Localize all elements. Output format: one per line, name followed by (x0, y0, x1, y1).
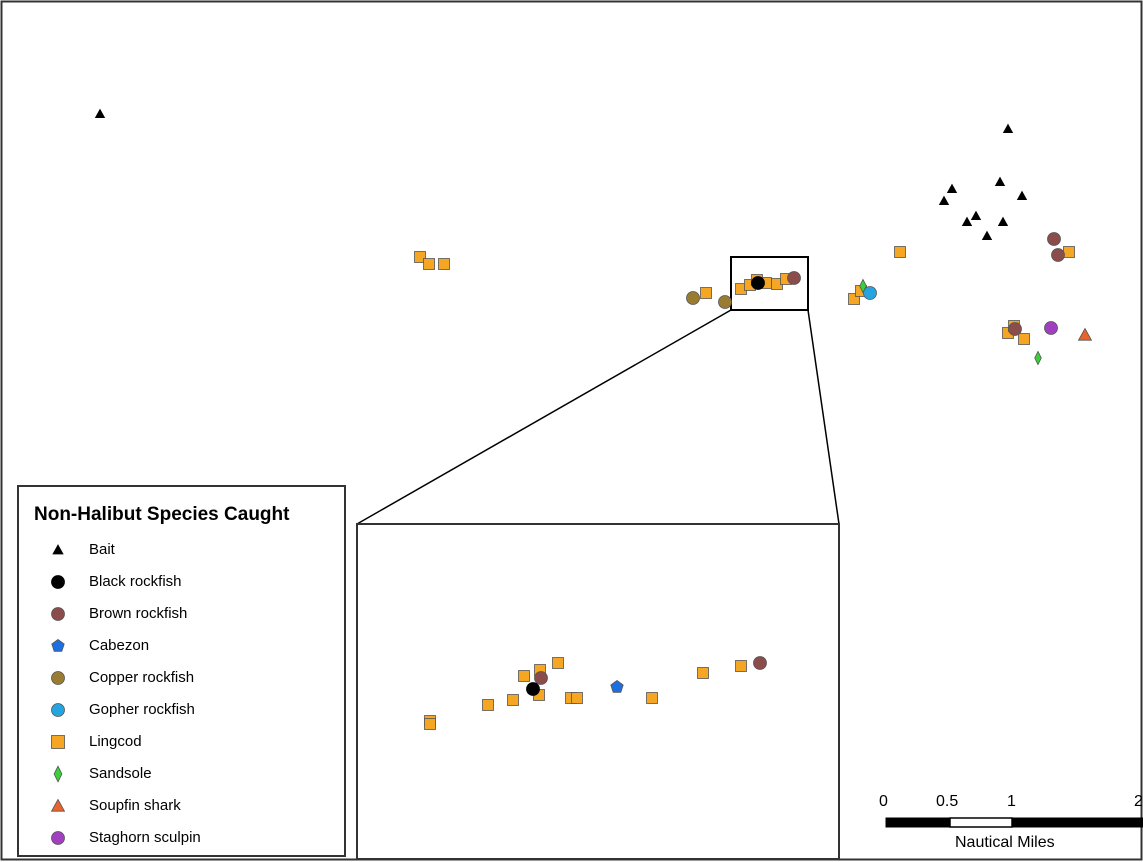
legend-item: Gopher rockfish (19, 699, 339, 723)
bait-marker (1002, 123, 1014, 134)
soupfin-shark-icon (50, 798, 66, 812)
brown-rockfish-marker (1051, 248, 1065, 262)
black-rockfish-icon (51, 575, 65, 589)
callout-line-right (807, 309, 840, 525)
inset-map-frame (356, 523, 840, 860)
legend-item: Black rockfish (19, 571, 339, 595)
brown-rockfish-marker (534, 671, 548, 685)
cabezon-icon (51, 639, 65, 652)
lingcod-marker (507, 694, 519, 706)
legend-label: Black rockfish (89, 573, 182, 590)
legend-item: Sandsole (19, 763, 339, 787)
lingcod-marker (438, 258, 450, 270)
staghorn-sculpin-icon (51, 831, 65, 845)
lingcod-marker (552, 657, 564, 669)
sandsole-marker (1034, 350, 1042, 366)
legend-label: Copper rockfish (89, 669, 195, 686)
bait-marker (981, 230, 993, 241)
black-rockfish-marker (526, 682, 540, 696)
copper-rockfish-marker (686, 291, 700, 305)
copper-rockfish-marker (718, 295, 732, 309)
legend-label: Sandsole (89, 765, 152, 782)
scale-bar (885, 817, 1143, 828)
legend-item: Cabezon (19, 635, 339, 659)
bait-marker (997, 216, 1009, 227)
lingcod-marker (1063, 246, 1075, 258)
legend-item: Bait (19, 539, 339, 563)
lingcod-marker (1018, 333, 1030, 345)
lingcod-marker (646, 692, 658, 704)
scale-tick-0: 0 (879, 793, 888, 810)
zoom-extent-box (730, 256, 809, 311)
lingcod-marker (414, 251, 426, 263)
legend-label: Gopher rockfish (89, 701, 195, 718)
legend-label: Cabezon (89, 637, 150, 654)
legend-item: Brown rockfish (19, 603, 339, 627)
gopher-rockfish-marker (863, 286, 877, 300)
bait-marker (1016, 190, 1028, 201)
lingcod-marker (697, 667, 709, 679)
lingcod-marker (518, 670, 530, 682)
copper-rockfish-icon (51, 671, 65, 685)
callout-line-left (356, 309, 732, 525)
soupfin-shark-marker (1077, 327, 1093, 341)
staghorn-sculpin-marker (1044, 321, 1058, 335)
lingcod-marker (424, 718, 436, 730)
lingcod-marker (423, 258, 435, 270)
legend-title: Non-Halibut Species Caught (34, 504, 290, 525)
brown-rockfish-icon (51, 607, 65, 621)
lingcod-marker (894, 246, 906, 258)
black-rockfish-marker (751, 276, 765, 290)
brown-rockfish-marker (1047, 232, 1061, 246)
lingcod-marker (735, 660, 747, 672)
brown-rockfish-marker (787, 271, 801, 285)
gopher-rockfish-icon (51, 703, 65, 717)
bait-marker (961, 216, 973, 227)
legend-item: Lingcod (19, 731, 339, 755)
brown-rockfish-marker (753, 656, 767, 670)
bait-marker (994, 176, 1006, 187)
bait-marker (94, 108, 106, 118)
main-map-catch-markers (94, 108, 1093, 366)
sandsole-icon (53, 765, 63, 783)
legend-label: Lingcod (89, 733, 142, 750)
scale-unit-label: Nautical Miles (955, 834, 1055, 851)
bait-icon (52, 544, 64, 555)
lingcod-marker (700, 287, 712, 299)
legend-label: Soupfin shark (89, 797, 181, 814)
lingcod-marker (571, 692, 583, 704)
inset-map-catch-markers (424, 656, 767, 730)
lingcod-marker (848, 293, 860, 305)
lingcod-icon (51, 735, 65, 749)
legend-label: Brown rockfish (89, 605, 188, 622)
sandsole-marker (859, 278, 867, 294)
legend-label: Bait (89, 541, 115, 558)
brown-rockfish-marker (1008, 322, 1022, 336)
scale-tick-2: 2 (1134, 793, 1143, 810)
legend: Non-Halibut Species Caught Bait Black roc… (17, 485, 346, 857)
scale-tick-0-5: 0.5 (936, 793, 959, 810)
scale-tick-1: 1 (1007, 793, 1016, 810)
legend-item: Copper rockfish (19, 667, 339, 691)
bait-marker (946, 183, 958, 194)
legend-item: Staghorn sculpin (19, 827, 339, 851)
bait-marker (938, 195, 950, 206)
bait-marker (970, 210, 982, 221)
legend-item: Soupfin shark (19, 795, 339, 819)
cabezon-marker (610, 680, 624, 693)
lingcod-marker (482, 699, 494, 711)
legend-label: Staghorn sculpin (89, 829, 201, 846)
